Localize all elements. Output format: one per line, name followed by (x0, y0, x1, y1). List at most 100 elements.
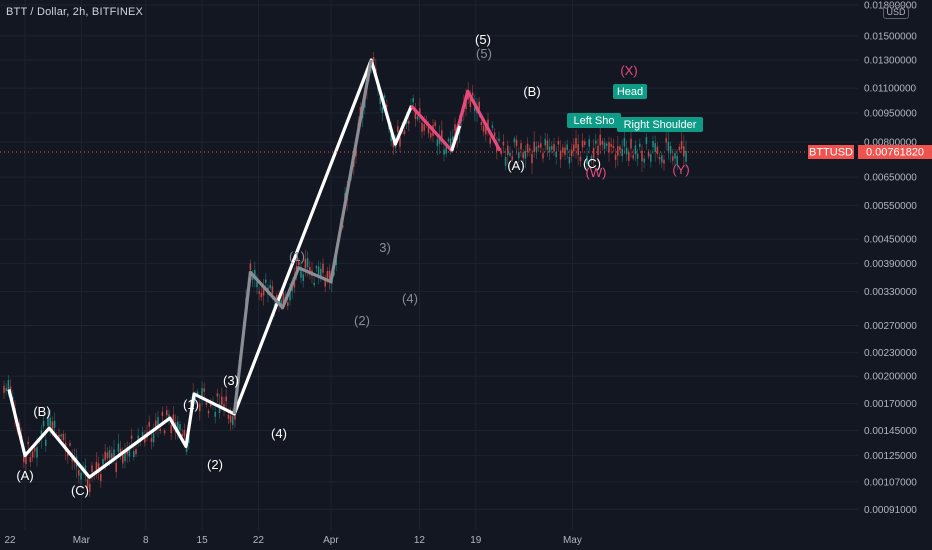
candle-body (150, 438, 153, 442)
candle-body (287, 302, 289, 306)
candle-body (324, 279, 326, 287)
candle-body (628, 152, 630, 161)
y-axis: 0.01800000 0.01500000 0.01300000 0.01100000… (864, 1, 917, 516)
candle-body (256, 281, 258, 288)
y-tick-label: 0.00800000 (864, 138, 917, 149)
price-scale[interactable] (858, 0, 932, 550)
candle-body (419, 108, 421, 118)
candle-body (667, 141, 670, 151)
candle-body (130, 435, 133, 439)
candle-body (181, 434, 183, 437)
x-tick-label: 22 (253, 535, 265, 546)
candle-body (412, 98, 414, 103)
wave-label: (2) (354, 313, 370, 328)
candle-body (333, 272, 335, 276)
candle-body (135, 449, 137, 455)
candle-body (531, 153, 533, 164)
candle-body (69, 443, 71, 446)
candle-body (678, 146, 681, 151)
y-tick-label: 0.00950000 (864, 108, 917, 119)
candle-body (104, 451, 106, 461)
candle-body (282, 292, 285, 304)
candle-body (80, 472, 82, 480)
candle-body (390, 132, 392, 141)
candle-body (654, 143, 656, 152)
elliott-wave-lines (7, 58, 502, 479)
candle-body (137, 435, 139, 441)
candle-body (529, 148, 531, 151)
candle-body (260, 292, 263, 298)
candle-body (67, 451, 69, 457)
candle-body (502, 141, 505, 146)
candle-body (271, 286, 274, 294)
candle-body (372, 57, 375, 62)
y-tick-label: 0.01800000 (864, 1, 917, 12)
candle-body (304, 258, 307, 269)
y-tick-label: 0.00145000 (864, 426, 917, 437)
candle-body (291, 286, 293, 292)
candle-body (570, 149, 573, 157)
candle-body (122, 454, 124, 464)
y-tick-label: 0.00330000 (864, 287, 917, 298)
candle-body (289, 291, 291, 301)
candle-body (674, 152, 676, 159)
candle-body (53, 420, 56, 428)
candle-body (645, 137, 648, 144)
candle-body (300, 268, 302, 278)
candle-body (509, 152, 511, 156)
candle-body (498, 138, 500, 142)
candle-body (639, 143, 641, 147)
candle-body (31, 451, 34, 458)
candle-body (113, 449, 115, 458)
pattern-tag: Head (617, 86, 643, 98)
candle-body (619, 146, 621, 151)
candle-body (128, 449, 131, 457)
currency-button[interactable]: USD (883, 5, 909, 19)
wave-label: (A) (507, 158, 524, 173)
x-tick-label: 15 (197, 535, 209, 546)
candle-body (542, 152, 544, 159)
candle-body (315, 266, 318, 269)
y-tick-label: 0.00200000 (864, 372, 917, 383)
candle-body (179, 424, 181, 431)
candle-body (5, 388, 7, 391)
candle-body (471, 92, 474, 96)
candle-body (225, 396, 227, 402)
candle-body (608, 142, 610, 153)
candle-body (403, 130, 406, 134)
candle-body (102, 458, 104, 465)
candle-body (258, 291, 260, 294)
candle-body (592, 147, 595, 159)
wave-label: (4) (402, 291, 418, 306)
candle-body (586, 155, 588, 165)
candle-body (436, 139, 439, 147)
candle-body (584, 141, 586, 145)
candle-body (115, 462, 117, 472)
candle-body (460, 119, 463, 122)
candle-body (445, 147, 447, 154)
y-tick-label: 0.01500000 (864, 31, 917, 42)
candle-body (577, 144, 579, 156)
candle-body (89, 483, 91, 492)
candle-body (29, 457, 32, 462)
candle-body (298, 261, 300, 265)
candle-body (526, 143, 529, 153)
candle-body (632, 155, 634, 159)
candle-body (588, 139, 590, 147)
candle-body (452, 136, 454, 141)
x-tick-label: 12 (414, 535, 426, 546)
last-price-tag: BTTUSD 0.00761820 (808, 145, 932, 159)
candle-body (78, 469, 80, 476)
candle-body (216, 393, 219, 397)
candle-body (108, 449, 111, 459)
candle-body (669, 146, 672, 154)
candle-body (7, 380, 10, 390)
candle-body (478, 101, 480, 110)
y-tick-label: 0.01100000 (864, 84, 917, 95)
candle-body (625, 147, 628, 155)
pattern-tags: Left Sho Head Right Shoulder (567, 84, 703, 132)
x-tick-label: 19 (470, 535, 482, 546)
wave-label: (4) (271, 426, 287, 441)
candle-body (599, 134, 601, 146)
